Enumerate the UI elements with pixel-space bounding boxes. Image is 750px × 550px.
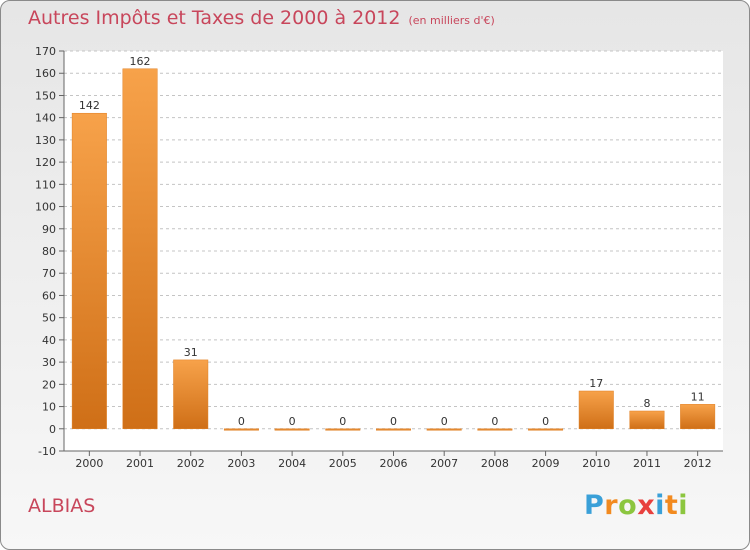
y-tick-label: 80 (42, 245, 56, 258)
chart-title-line: Autres Impôts et Taxes de 2000 à 2012 (en… (28, 7, 495, 29)
chart-title: Autres Impôts et Taxes de 2000 à 2012 (28, 7, 401, 29)
logo-letter: P (584, 490, 605, 521)
x-tick-label: 2004 (278, 457, 306, 470)
y-tick-label: 0 (49, 423, 56, 436)
x-tick-label: 2005 (329, 457, 357, 470)
y-tick-label: -10 (38, 445, 56, 458)
proxiti-logo: Proxiti (584, 490, 688, 521)
bar (629, 410, 665, 430)
y-tick-label: 70 (42, 267, 56, 280)
x-tick-label: 2001 (126, 457, 154, 470)
y-tick-label: 50 (42, 312, 56, 325)
y-tick-label: 170 (35, 45, 56, 58)
commune-name: ALBIAS (28, 495, 96, 517)
y-tick-label: 130 (35, 134, 56, 147)
bar (680, 404, 716, 430)
bar-value-label: 0 (491, 415, 498, 428)
chart-subtitle: (en milliers d'€) (408, 14, 495, 27)
bar-value-label: 0 (289, 415, 296, 428)
x-tick-label: 2006 (380, 457, 408, 470)
bar (223, 428, 259, 431)
bar-value-label: 0 (542, 415, 549, 428)
x-tick-label: 2003 (227, 457, 255, 470)
x-tick-label: 2000 (75, 457, 103, 470)
bar-value-label: 0 (441, 415, 448, 428)
bar (376, 428, 411, 431)
bar (426, 428, 462, 431)
y-tick-label: 160 (35, 67, 56, 80)
y-tick-label: 90 (42, 223, 56, 236)
bar-value-label: 31 (184, 346, 198, 359)
y-tick-label: 150 (35, 89, 56, 102)
logo-letter: i (678, 490, 689, 521)
bar (274, 428, 310, 431)
y-tick-label: 140 (35, 112, 56, 125)
logo-letter: x (637, 490, 656, 521)
bar (528, 428, 564, 431)
y-tick-label: 110 (35, 178, 56, 191)
logo-letter: t (664, 490, 679, 521)
bar (173, 359, 209, 430)
y-tick-label: 100 (35, 201, 56, 214)
logo-letter: i (655, 490, 665, 521)
bar-value-label: 8 (643, 397, 650, 410)
y-tick-label: 10 (42, 401, 56, 414)
bar (477, 428, 513, 431)
x-tick-label: 2012 (684, 457, 712, 470)
x-tick-label: 2010 (582, 457, 610, 470)
bar (71, 112, 107, 430)
logo-letter: r (604, 490, 619, 521)
y-tick-label: 20 (42, 378, 56, 391)
y-tick-label: 60 (42, 289, 56, 302)
bar (578, 390, 614, 430)
bar (325, 428, 361, 431)
x-tick-label: 2008 (481, 457, 509, 470)
bar-value-label: 0 (238, 415, 245, 428)
y-tick-label: 40 (42, 334, 56, 347)
x-tick-label: 2011 (633, 457, 661, 470)
y-tick-label: 120 (35, 156, 56, 169)
bar-value-label: 11 (691, 390, 705, 403)
bar (122, 68, 158, 430)
bar-value-label: 142 (79, 99, 100, 112)
y-tick-label: 30 (42, 356, 56, 369)
bar-value-label: 17 (589, 377, 603, 390)
x-tick-label: 2009 (532, 457, 560, 470)
bar-value-label: 0 (339, 415, 346, 428)
logo-letter: o (618, 490, 638, 521)
x-tick-label: 2002 (177, 457, 205, 470)
bar-value-label: 0 (390, 415, 397, 428)
x-tick-label: 2007 (430, 457, 458, 470)
bar-value-label: 162 (130, 55, 151, 68)
